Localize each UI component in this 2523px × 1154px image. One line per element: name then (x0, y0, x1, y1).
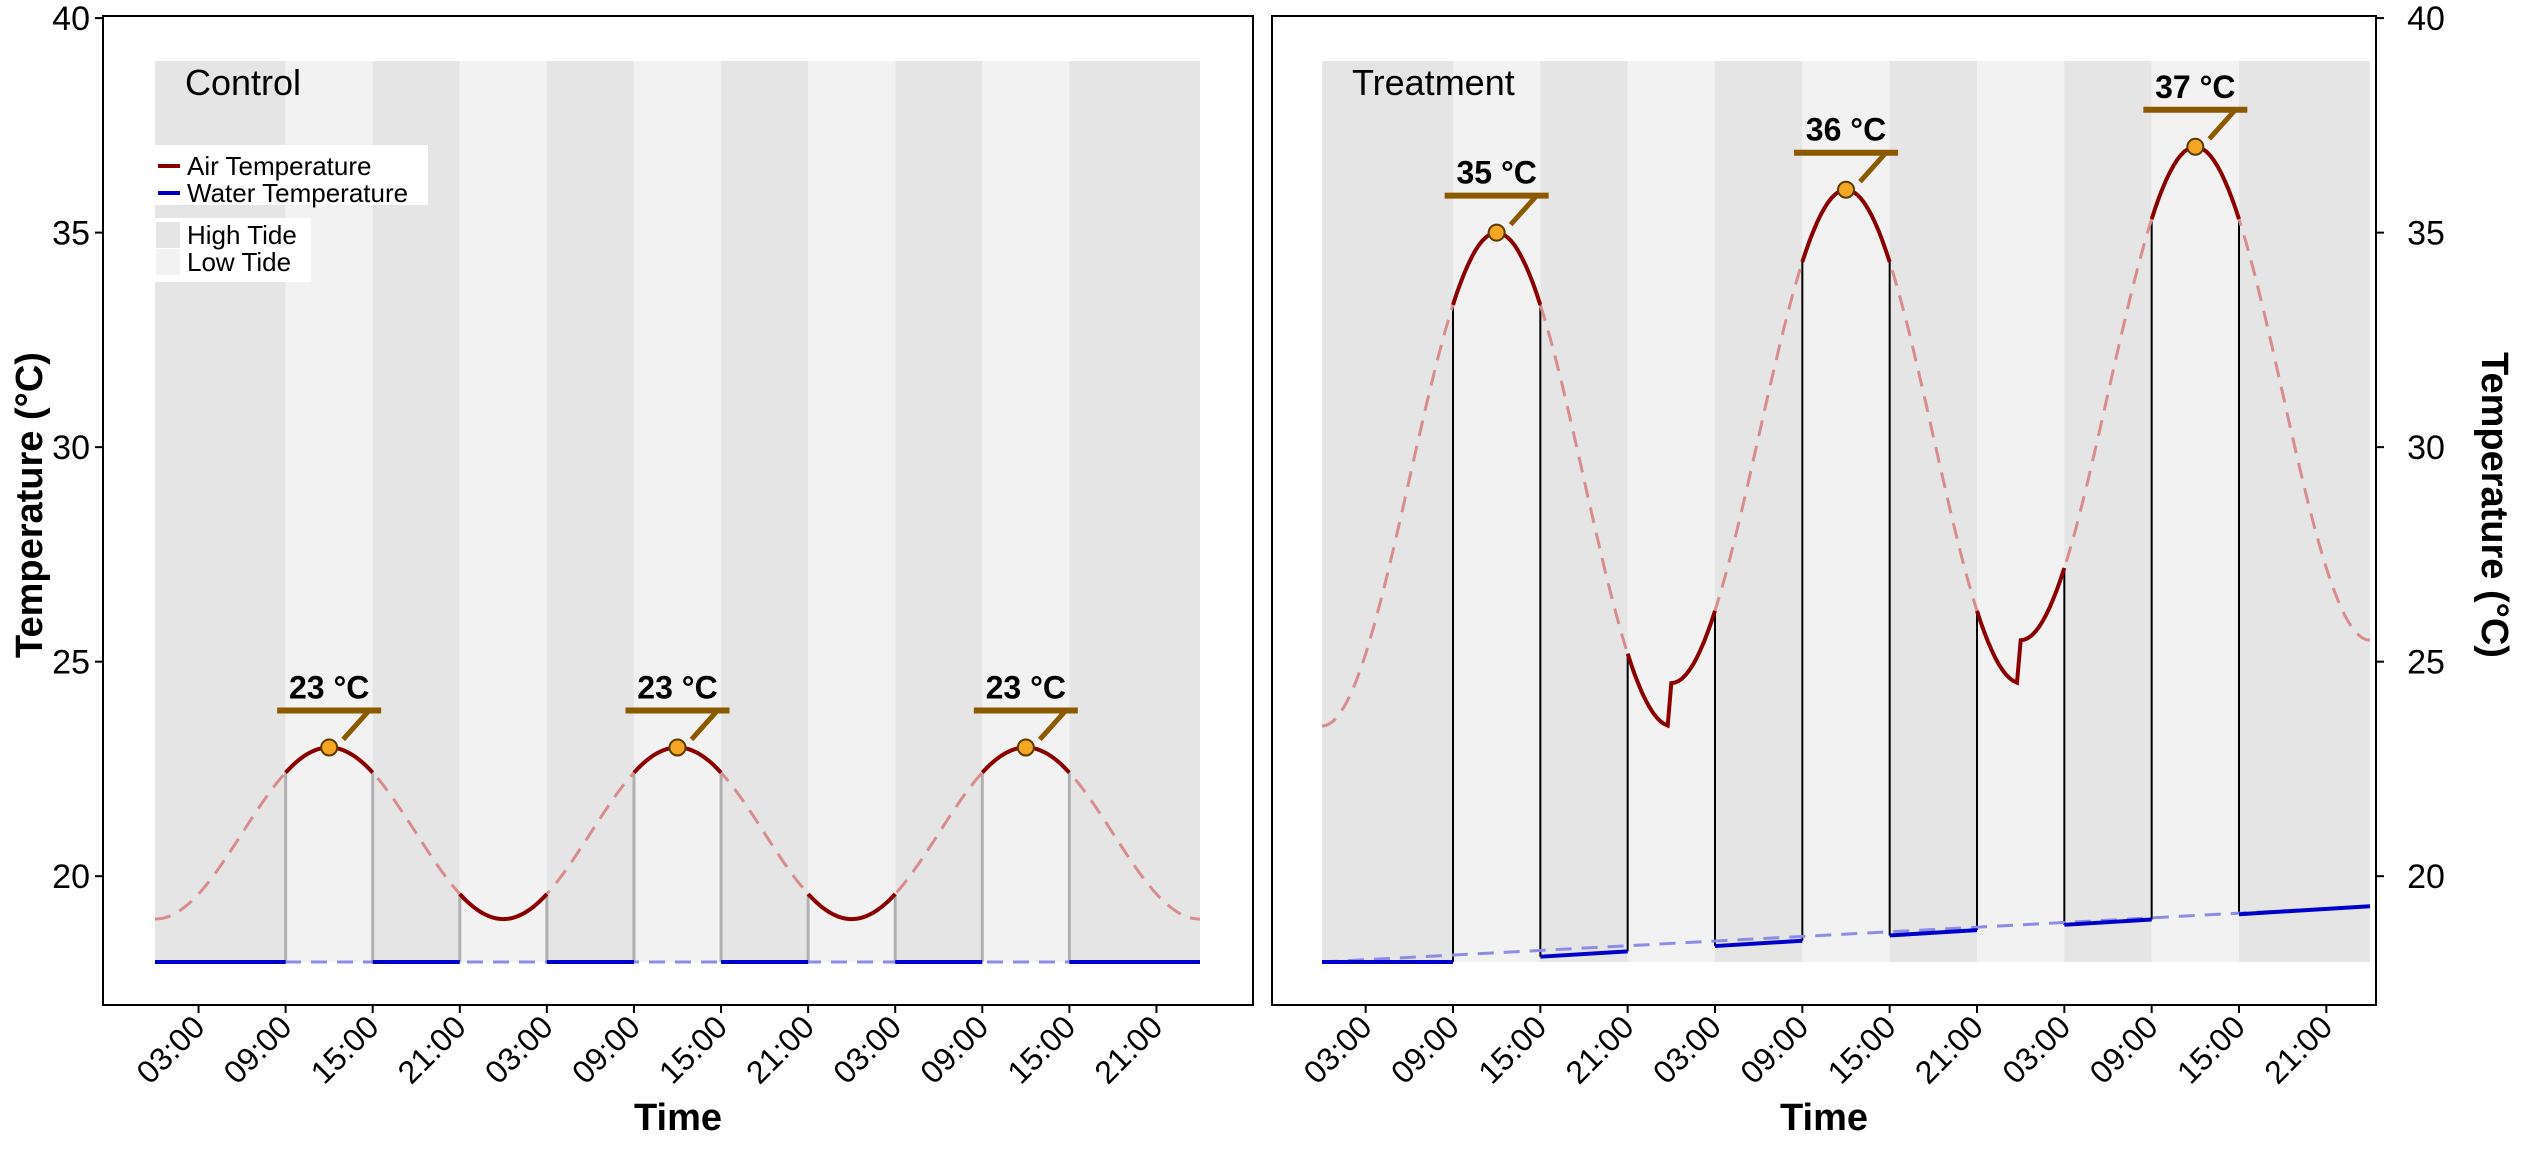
legend-lines-box (153, 145, 428, 205)
peak-marker (668, 738, 687, 757)
water-temperature-solid-line (1714, 938, 1803, 949)
high-tide-band (1715, 61, 1803, 962)
peak-leader-line (1508, 193, 1539, 227)
peak-label: 37 °C (2155, 69, 2235, 105)
air-temperature-solid-line (458, 892, 549, 922)
y-tick-label: 25 (52, 644, 90, 682)
high-tide-band (2239, 61, 2370, 962)
high-tide-band (372, 61, 460, 962)
treatment-panel: 35 °C36 °C37 °C Treatment 03:00 09:00 15:0… (1271, 15, 2377, 1139)
legend-label: Low Tide (187, 247, 291, 277)
left-y-axis: 20 25 30 35 40 (52, 0, 103, 896)
y-tick-label: 20 (52, 858, 90, 896)
right-y-axis-label: Temperature (°C) (2473, 352, 2515, 658)
high-tide-band (2064, 61, 2152, 962)
peak-leader-line (341, 708, 372, 742)
high-tide-band (155, 61, 286, 962)
y-tick-label: 30 (52, 429, 90, 467)
low-tide-band (459, 61, 547, 962)
air-temperature-solid-line (1975, 567, 2067, 686)
control-low-tide-dividers (284, 772, 1071, 962)
peak-leader-line (2207, 108, 2238, 141)
legend-fill-key (156, 222, 180, 248)
high-tide-band (895, 61, 983, 962)
low-tide-band (285, 61, 373, 962)
water-temperature-solid-line (1540, 949, 1628, 959)
high-tide-band (1889, 61, 1977, 962)
treatment-panel-title: Treatment (1352, 62, 1515, 103)
peak-marker (1016, 738, 1035, 757)
right-y-axis: 20 25 30 35 40 (2376, 0, 2445, 896)
peak-marker (2186, 137, 2205, 156)
control-x-axis-label: Time (634, 1097, 722, 1139)
peak-leader-line (1037, 708, 1068, 742)
treatment-peak-annotations: 35 °C 36 °C 37 °C (1444, 69, 2248, 242)
water-temperature-solid-line (2064, 917, 2152, 927)
y-tick-label: 35 (52, 215, 90, 253)
air-temperature-solid-line (806, 892, 897, 922)
control-panel: 23 °C 23 °C 23 °C Control 03:00 09:00 15:00 2… (102, 15, 1254, 1139)
peak-marker (1487, 223, 1506, 242)
high-tide-band (1069, 61, 1200, 962)
peak-label: 23 °C (986, 669, 1066, 705)
treatment-low-tide-dividers (1452, 219, 2240, 962)
y-tick-label: 40 (52, 0, 90, 38)
water-temperature-solid-line (2238, 904, 2371, 917)
peak-label: 35 °C (1456, 155, 1536, 191)
peak-marker (320, 738, 339, 757)
y-tick-label: 40 (2407, 0, 2445, 38)
control-panel-title: Control (185, 62, 301, 103)
control-tide-bands (155, 61, 1200, 962)
y-tick-label: 30 (2407, 429, 2445, 467)
y-tick-label: 35 (2407, 215, 2445, 253)
low-tide-band (1977, 61, 2065, 962)
water-temperature-dashed-line (1321, 904, 2371, 964)
peak-label: 23 °C (289, 669, 369, 705)
legend-label: High Tide (187, 220, 297, 250)
low-tide-band (633, 61, 722, 962)
control-panel-frame (102, 15, 1254, 1006)
treatment-x-axis-label: Time (1780, 1097, 1868, 1139)
left-y-axis-label: Temperature (°C) (9, 352, 51, 658)
high-tide-band (721, 61, 809, 962)
high-tide-band (546, 61, 634, 962)
treatment-panel-frame (1271, 15, 2377, 1006)
peak-leader-line (689, 708, 720, 742)
control-peak-annotations: 23 °C 23 °C 23 °C (277, 669, 1078, 757)
y-tick-label: 20 (2407, 858, 2445, 896)
water-temperature-solid-line (1889, 928, 1978, 938)
low-tide-band (1802, 61, 1890, 962)
low-tide-band (1627, 61, 1715, 962)
peak-marker (1837, 180, 1855, 199)
low-tide-band (2151, 61, 2239, 962)
peak-leader-line (1858, 151, 1888, 184)
high-tide-band (1540, 61, 1628, 962)
peak-label: 36 °C (1806, 112, 1886, 148)
low-tide-band (808, 61, 896, 962)
air-temperature-solid-line (1625, 610, 1717, 729)
peak-label: 23 °C (637, 669, 717, 705)
legend-label: Air Temperature (187, 151, 372, 181)
legend-fill-key (156, 249, 180, 275)
high-tide-band (1322, 61, 1453, 962)
y-tick-label: 25 (2407, 644, 2445, 682)
low-tide-band (982, 61, 1070, 962)
legend-label: Water Temperature (187, 178, 408, 208)
treatment-tide-bands (1322, 61, 2370, 962)
treatment-water-temperature-series (1321, 904, 2371, 964)
